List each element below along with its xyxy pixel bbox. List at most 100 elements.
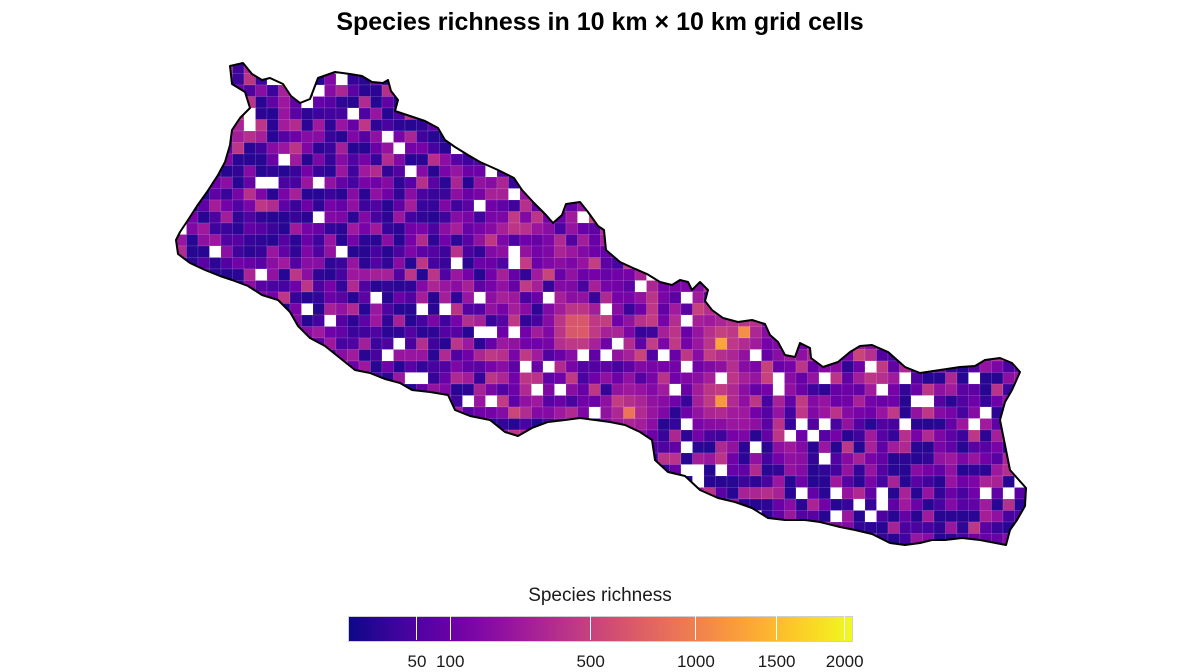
grid-cell xyxy=(393,291,406,304)
grid-cell xyxy=(657,464,670,477)
grid-cell xyxy=(646,107,659,120)
grid-cell xyxy=(933,245,946,258)
grid-cell xyxy=(772,142,785,155)
grid-cell xyxy=(899,510,912,523)
grid-cell xyxy=(945,291,958,304)
grid-cell xyxy=(853,280,866,293)
grid-cell xyxy=(347,153,360,166)
grid-cell xyxy=(956,96,969,109)
grid-cell xyxy=(289,510,302,523)
grid-cell xyxy=(864,487,877,500)
grid-cell xyxy=(933,199,946,212)
grid-cell xyxy=(945,73,958,86)
grid-cell xyxy=(473,268,486,281)
grid-cell xyxy=(588,337,601,350)
grid-cell xyxy=(427,533,440,545)
grid-cell xyxy=(818,406,831,419)
grid-cell xyxy=(439,303,452,316)
grid-cell xyxy=(876,245,889,258)
grid-cell xyxy=(554,119,567,132)
grid-cell xyxy=(473,130,486,143)
grid-cell xyxy=(784,326,797,339)
grid-cell xyxy=(692,257,705,270)
grid-cell xyxy=(623,360,636,373)
grid-cell xyxy=(761,337,774,350)
grid-cell xyxy=(243,257,256,270)
grid-cell xyxy=(772,222,785,235)
grid-cell xyxy=(991,107,1004,120)
grid-cell xyxy=(703,245,716,258)
grid-cell xyxy=(968,418,981,431)
grid-cell xyxy=(933,487,946,500)
grid-cell xyxy=(439,441,452,454)
grid-cell xyxy=(519,96,532,109)
grid-cell xyxy=(243,429,256,442)
grid-cell xyxy=(922,372,935,385)
grid-cell xyxy=(887,176,900,189)
grid-cell xyxy=(416,441,429,454)
grid-cell xyxy=(588,429,601,442)
grid-cell xyxy=(692,326,705,339)
grid-cell xyxy=(496,268,509,281)
grid-cell xyxy=(197,96,210,109)
grid-cell xyxy=(197,475,210,488)
grid-cell xyxy=(853,360,866,373)
grid-cell xyxy=(968,337,981,350)
grid-cell xyxy=(841,498,854,511)
grid-cell xyxy=(646,222,659,235)
grid-cell xyxy=(979,452,992,465)
grid-cell xyxy=(381,464,394,477)
grid-cell xyxy=(784,188,797,201)
grid-cell xyxy=(577,498,590,511)
grid-cell xyxy=(473,188,486,201)
grid-cell xyxy=(726,222,739,235)
grid-cell xyxy=(703,211,716,224)
grid-cell xyxy=(404,337,417,350)
grid-cell xyxy=(703,326,716,339)
grid-cell xyxy=(1025,314,1026,327)
grid-cell xyxy=(473,452,486,465)
grid-cell xyxy=(945,326,958,339)
grid-cell xyxy=(232,268,245,281)
grid-cell xyxy=(485,222,498,235)
grid-cell xyxy=(496,498,509,511)
grid-cell xyxy=(1002,418,1015,431)
grid-cell xyxy=(657,475,670,488)
grid-cell xyxy=(531,142,544,155)
grid-cell xyxy=(807,533,820,545)
grid-cell xyxy=(899,188,912,201)
grid-cell xyxy=(772,464,785,477)
grid-cell xyxy=(312,153,325,166)
grid-cell xyxy=(1002,188,1015,201)
grid-cell xyxy=(726,63,739,74)
grid-cell xyxy=(749,96,762,109)
grid-cell xyxy=(726,119,739,132)
grid-cell xyxy=(542,199,555,212)
grid-cell xyxy=(853,498,866,511)
grid-cell xyxy=(565,176,578,189)
grid-cell xyxy=(416,498,429,511)
grid-cell xyxy=(853,96,866,109)
grid-cell xyxy=(979,464,992,477)
grid-cell xyxy=(703,130,716,143)
grid-cell xyxy=(450,510,463,523)
grid-cell xyxy=(738,533,751,545)
grid-cell xyxy=(795,326,808,339)
grid-cell xyxy=(795,291,808,304)
grid-cell xyxy=(784,372,797,385)
grid-cell xyxy=(232,510,245,523)
grid-cell xyxy=(255,222,268,235)
grid-cell xyxy=(933,268,946,281)
grid-cell xyxy=(669,326,682,339)
grid-cell xyxy=(370,119,383,132)
grid-cell xyxy=(979,73,992,86)
grid-cell xyxy=(841,257,854,270)
grid-cell xyxy=(657,429,670,442)
grid-cell xyxy=(876,119,889,132)
grid-cell xyxy=(565,188,578,201)
grid-cell xyxy=(761,73,774,86)
grid-cell xyxy=(991,176,1004,189)
grid-cell xyxy=(910,452,923,465)
grid-cell xyxy=(991,452,1004,465)
grid-cell xyxy=(347,326,360,339)
